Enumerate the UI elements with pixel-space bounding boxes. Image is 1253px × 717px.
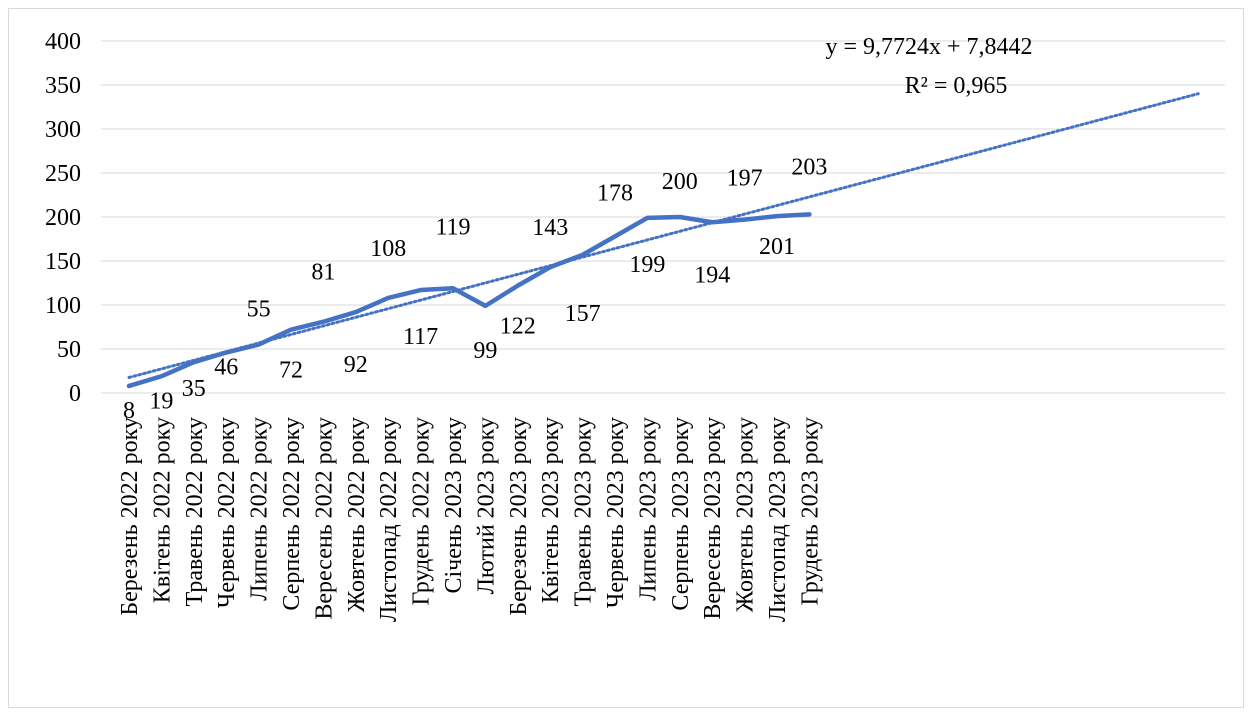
trendline-r-squared-text: R² = 0,965 bbox=[905, 73, 1008, 99]
trendline-equation-text: y = 9,7724x + 7,8442 bbox=[825, 34, 1032, 60]
x-tick-label: Липень 2022 року bbox=[247, 417, 273, 601]
data-label: 46 bbox=[214, 355, 238, 381]
x-tick-label: Жовтень 2023 року bbox=[733, 417, 759, 612]
x-tick-label: Червень 2023 року bbox=[603, 417, 629, 608]
series-line bbox=[126, 212, 812, 389]
trendline-equation: y = 9,7724x + 7,8442 R² = 0,965 bbox=[825, 34, 1032, 99]
data-label: 178 bbox=[597, 180, 633, 206]
data-label: 197 bbox=[727, 166, 763, 192]
line-chart: 0 50 100 150 200 250 300 350 400 8 19 35 46 55 72 81 92… bbox=[45, 29, 1225, 622]
x-axis-ticks: Березень 2022 року Квітень 2022 року Траве… bbox=[117, 417, 823, 622]
y-tick-label: 150 bbox=[45, 249, 81, 275]
x-tick-label: Квітень 2022 року bbox=[149, 417, 175, 603]
y-tick-label: 350 bbox=[45, 73, 81, 99]
x-tick-label: Листопад 2022 року bbox=[376, 417, 402, 622]
x-tick-label: Січень 2023 року bbox=[441, 417, 467, 594]
data-label: 200 bbox=[662, 169, 698, 195]
y-tick-label: 50 bbox=[57, 337, 81, 363]
x-tick-label: Лютий 2023 року bbox=[473, 417, 499, 594]
data-label: 55 bbox=[247, 297, 271, 323]
x-tick-label: Травень 2022 року bbox=[182, 417, 208, 606]
data-label: 99 bbox=[473, 338, 497, 364]
y-tick-label: 400 bbox=[45, 29, 81, 55]
trendline bbox=[127, 92, 1200, 379]
data-label: 117 bbox=[403, 324, 438, 350]
y-tick-label: 200 bbox=[45, 205, 81, 231]
data-label: 203 bbox=[791, 154, 827, 180]
x-tick-label: Грудень 2022 року bbox=[409, 417, 435, 606]
y-tick-label: 100 bbox=[45, 293, 81, 319]
x-tick-label: Серпень 2023 року bbox=[668, 417, 694, 611]
y-axis-ticks: 0 50 100 150 200 250 300 350 400 bbox=[45, 29, 81, 407]
data-label: 108 bbox=[370, 236, 406, 262]
data-label: 143 bbox=[532, 215, 568, 241]
data-label: 199 bbox=[629, 252, 665, 278]
x-tick-label: Жовтень 2022 року bbox=[344, 417, 370, 612]
data-label: 201 bbox=[759, 234, 795, 260]
data-label: 92 bbox=[344, 352, 368, 378]
x-tick-label: Грудень 2023 року bbox=[797, 417, 823, 606]
data-label: 81 bbox=[311, 260, 335, 286]
y-tick-label: 250 bbox=[45, 161, 81, 187]
x-tick-label: Травень 2023 року bbox=[571, 417, 597, 606]
series-line-layer bbox=[126, 212, 812, 389]
data-label: 8 bbox=[123, 398, 135, 424]
data-label: 157 bbox=[565, 301, 601, 327]
x-tick-label: Листопад 2023 року bbox=[765, 417, 791, 622]
x-tick-label: Березень 2023 року bbox=[506, 417, 532, 616]
x-tick-label: Вересень 2023 року bbox=[700, 417, 726, 620]
y-tick-label: 0 bbox=[69, 381, 81, 407]
trendline-path bbox=[127, 92, 1200, 379]
data-label: 19 bbox=[149, 388, 173, 414]
data-label: 122 bbox=[500, 314, 536, 340]
x-tick-label: Липень 2023 року bbox=[635, 417, 661, 601]
x-tick-label: Квітень 2023 року bbox=[538, 417, 564, 603]
y-tick-label: 300 bbox=[45, 117, 81, 143]
x-tick-label: Березень 2022 року bbox=[117, 417, 143, 616]
x-tick-label: Серпень 2022 року bbox=[279, 417, 305, 611]
data-label: 119 bbox=[435, 214, 470, 240]
data-label: 35 bbox=[182, 376, 206, 402]
x-tick-label: Вересень 2022 року bbox=[311, 417, 337, 620]
data-label: 72 bbox=[279, 358, 303, 384]
data-label: 194 bbox=[694, 262, 730, 288]
chart-frame: 0 50 100 150 200 250 300 350 400 8 19 35 46 55 72 81 92… bbox=[8, 8, 1244, 708]
x-tick-label: Червень 2022 року bbox=[214, 417, 240, 608]
